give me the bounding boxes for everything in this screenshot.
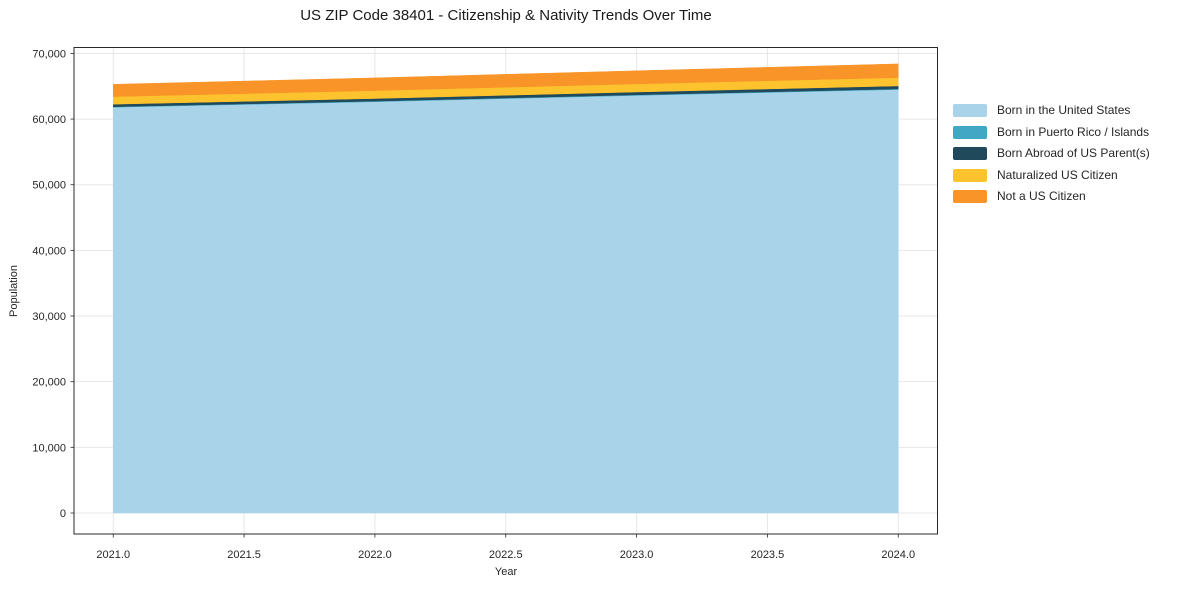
legend-item: Born Abroad of US Parent(s) [953,147,1150,160]
x-tick-label: 2022.0 [358,549,392,561]
legend-label: Born in Puerto Rico / Islands [997,124,1150,139]
x-axis-label: Year [494,566,518,578]
y-tick-label: 50,000 [32,180,66,192]
legend-swatch-icon [953,168,987,182]
x-tick-label: 2023.0 [620,549,654,561]
x-tick-label: 2021.0 [96,549,130,561]
legend-label: Born in the United States [997,103,1131,117]
y-tick-label: 60,000 [32,114,66,126]
y-tick-label: 10,000 [32,442,66,454]
legend: Born in the United States Born in Puerto… [953,104,1150,203]
y-tick-label: 30,000 [32,311,66,323]
legend-swatch-icon [953,125,987,139]
legend-item: Not a US Citizen [953,190,1150,203]
area-born-in-the-united-states [113,89,899,514]
y-tick-label: 20,000 [32,377,66,389]
legend-swatch-icon [953,190,987,203]
legend-label: Not a US Citizen [997,189,1086,203]
legend-swatch-icon [953,147,987,160]
x-tick-label: 2021.5 [227,549,261,561]
legend-item: Born in the United States [953,104,1150,117]
x-tick-label: 2022.5 [489,549,523,561]
y-tick-label: 40,000 [32,245,66,257]
area-not-a-us-citizen [113,63,899,97]
legend-item: Naturalized US Citizen [953,167,1150,182]
x-tick-label: 2024.0 [881,549,915,561]
legend-label: Naturalized US Citizen [997,167,1118,182]
legend-swatch-icon [953,104,987,117]
legend-item: Born in Puerto Rico / Islands [953,124,1150,139]
y-tick-label: 70,000 [32,48,66,60]
y-axis-label: Population [8,265,20,317]
x-tick-label: 2023.5 [751,549,785,561]
y-tick-label: 0 [60,508,66,520]
chart-title: US ZIP Code 38401 - Citizenship & Nativi… [300,7,712,24]
legend-label: Born Abroad of US Parent(s) [997,146,1150,160]
